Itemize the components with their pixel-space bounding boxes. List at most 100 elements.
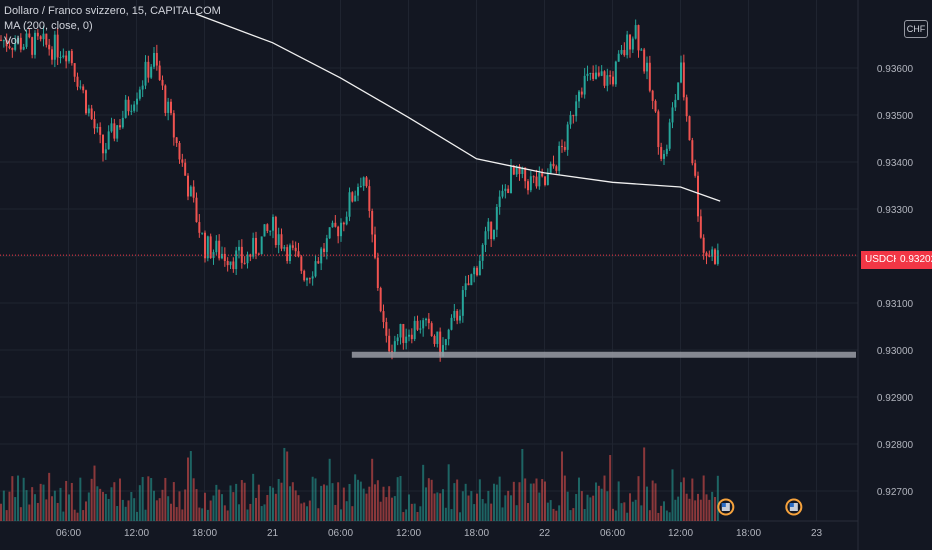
- candle-body: [521, 167, 524, 175]
- candle-body: [546, 173, 549, 185]
- candle-body: [535, 176, 538, 187]
- volume-bar: [558, 505, 561, 521]
- candle-body: [87, 108, 90, 114]
- volume-bar: [53, 490, 56, 521]
- volume-bar: [461, 491, 464, 521]
- candle-body: [354, 195, 357, 202]
- volume-bar: [277, 479, 280, 521]
- volume-bar: [538, 492, 541, 521]
- candle-body: [368, 186, 371, 211]
- volume-bar: [141, 476, 144, 521]
- candle-body: [515, 166, 518, 175]
- candle-body: [56, 34, 59, 58]
- volume-bar: [663, 501, 665, 521]
- candle-body: [272, 216, 274, 231]
- candle-body: [427, 318, 430, 324]
- candle-body: [382, 311, 385, 323]
- volume-bar: [433, 493, 436, 521]
- volume-bar: [28, 504, 31, 521]
- candle-body: [671, 107, 674, 123]
- candle-body: [124, 99, 127, 118]
- volume-bar: [294, 490, 297, 521]
- volume-bar: [76, 512, 79, 521]
- volume-bar: [297, 495, 300, 521]
- candle-body: [538, 172, 541, 187]
- candle-body: [96, 126, 99, 129]
- volume-bar: [697, 493, 699, 521]
- candle-body: [714, 249, 716, 264]
- candle-body: [634, 25, 637, 39]
- candle-body: [447, 329, 450, 340]
- candle-body: [461, 290, 464, 316]
- candle-body: [705, 252, 708, 256]
- x-tick-label: 18:00: [192, 528, 217, 539]
- candle-body: [388, 335, 391, 352]
- volume-bar: [711, 491, 714, 521]
- y-tick-label: 0.92800: [877, 440, 914, 451]
- candle-body: [164, 85, 167, 113]
- volume-bar: [561, 451, 563, 521]
- x-tick-label: 22: [539, 528, 551, 539]
- volume-bar: [36, 502, 39, 521]
- candle-body: [175, 137, 178, 144]
- candle-body: [555, 166, 558, 171]
- volume-bar: [589, 497, 592, 521]
- candle-body: [425, 318, 427, 321]
- candle-body: [402, 324, 405, 343]
- candle-body: [65, 55, 68, 62]
- x-tick-label: 12:00: [668, 528, 693, 539]
- candle-body: [399, 324, 402, 338]
- candle-body: [170, 101, 172, 114]
- volume-bar: [348, 483, 351, 521]
- candle-body: [283, 247, 286, 249]
- volume-bar: [150, 478, 153, 521]
- candle-body: [439, 331, 442, 357]
- candle-body: [351, 192, 354, 202]
- volume-bar: [187, 457, 189, 521]
- volume-bar: [181, 509, 184, 521]
- volume-bar: [648, 510, 651, 521]
- candle-body: [391, 351, 393, 353]
- volume-bar: [113, 482, 116, 521]
- candle-body: [467, 283, 470, 286]
- candle-body: [654, 100, 657, 112]
- candle-body: [685, 97, 688, 117]
- candle-body: [104, 149, 107, 154]
- volume-bar: [34, 494, 36, 521]
- volume-bar: [2, 490, 5, 521]
- x-tick-label: 06:00: [56, 528, 81, 539]
- candle-body: [53, 34, 56, 60]
- candle-body: [223, 253, 226, 261]
- candle-body: [249, 254, 252, 257]
- volume-bar: [337, 482, 340, 521]
- candle-body: [561, 145, 563, 147]
- volume-bar: [507, 490, 510, 521]
- candle-body: [663, 153, 665, 159]
- candle-body: [198, 222, 201, 233]
- volume-bar: [266, 494, 269, 521]
- candle-body: [609, 75, 612, 77]
- candle-body: [266, 224, 269, 231]
- candle-body: [172, 113, 175, 138]
- volume-bar: [430, 479, 433, 521]
- candle-body: [153, 52, 155, 67]
- volume-bar: [402, 512, 405, 521]
- legend-title: Dollaro / Franco svizzero, 15, CAPITALCO…: [4, 5, 221, 17]
- volume-bar: [552, 508, 555, 521]
- volume-bar: [606, 491, 609, 521]
- candle-body: [99, 126, 102, 135]
- candle-body: [161, 79, 164, 86]
- candle-body: [189, 186, 192, 197]
- candle-body: [308, 278, 311, 280]
- volume-bar: [691, 478, 694, 521]
- volume-bar: [102, 491, 104, 521]
- currency-badge[interactable]: CHF: [904, 20, 928, 38]
- volume-bar: [48, 472, 51, 521]
- candle-body: [48, 44, 51, 50]
- candle-body: [648, 62, 651, 91]
- volume-bar: [425, 487, 427, 521]
- candle-body: [150, 66, 153, 78]
- candle-body: [314, 261, 317, 277]
- volume-bar: [580, 491, 583, 521]
